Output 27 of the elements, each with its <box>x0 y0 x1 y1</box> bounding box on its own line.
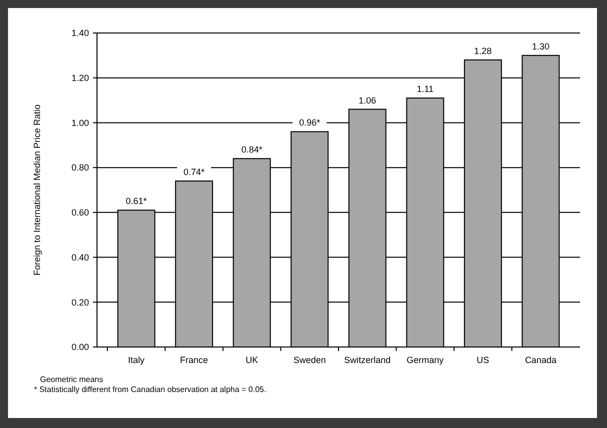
data-label: 0.96* <box>299 118 321 128</box>
data-label: 1.28 <box>474 46 492 56</box>
y-tick-label: 0.20 <box>71 297 89 308</box>
y-tick-label: 0.00 <box>71 342 89 352</box>
data-label: 1.06 <box>358 95 376 106</box>
y-tick-label: 0.80 <box>71 162 89 173</box>
y-tick-label: 0.60 <box>71 208 89 218</box>
x-tick-label: France <box>180 355 208 365</box>
x-tick-label: US <box>476 355 490 365</box>
x-tick-label: Germany <box>406 355 444 365</box>
text: * Statistically different from Canadian observation at alpha = 0.05. <box>34 385 266 394</box>
data-label: 1.30 <box>532 41 550 52</box>
y-tick-label: 1.20 <box>71 73 89 84</box>
x-tick-label: Sweden <box>293 355 326 365</box>
data-label: 0.84* <box>241 144 263 155</box>
y-tick-label: 1.00 <box>71 118 89 128</box>
y-tick-label: 0.40 <box>71 252 89 262</box>
data-label: 0.61* <box>126 196 148 206</box>
x-tick-label: Switzerland <box>344 355 391 365</box>
text: Geometric means <box>40 375 104 384</box>
data-label: 1.11 <box>416 84 434 94</box>
x-tick-label: UK <box>246 355 258 365</box>
x-tick-label: Italy <box>128 355 146 365</box>
data-label: 0.74* <box>184 167 206 178</box>
y-axis-title: Foreign to International Median Price Ratio <box>32 104 42 276</box>
x-tick-label: Canada <box>524 355 556 365</box>
y-tick-label: 1.40 <box>71 28 89 38</box>
